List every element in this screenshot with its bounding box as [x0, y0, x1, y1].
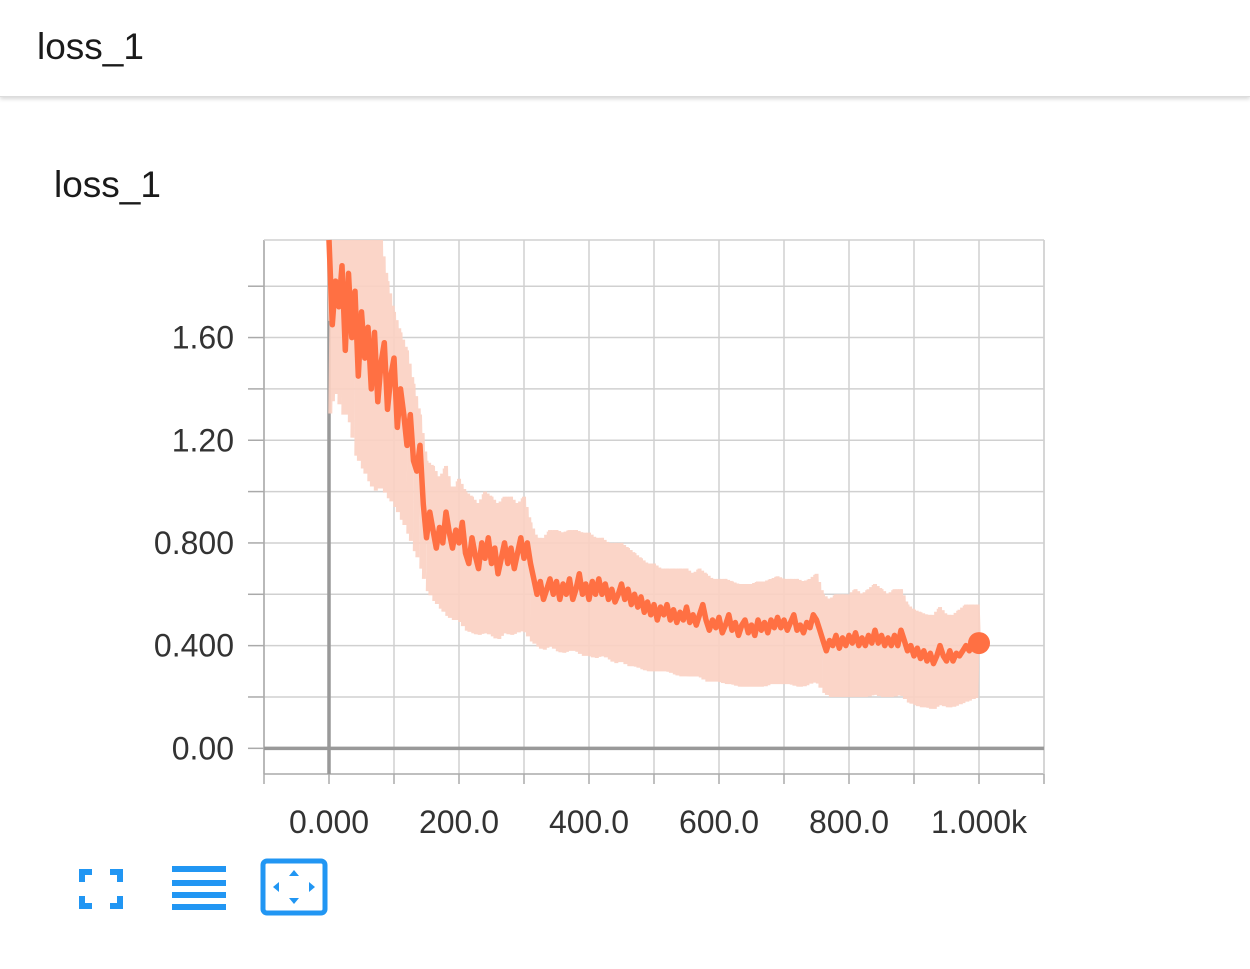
card-title: loss_1	[54, 164, 161, 205]
tick-labels: 0.000 200.0 400.0 600.0 800.0 1.000k 0.00 0.400…	[154, 320, 1028, 840]
section-title: loss_1	[37, 26, 144, 67]
fullscreen-button[interactable]	[76, 866, 126, 917]
log-scale-button[interactable]	[170, 864, 228, 917]
fullscreen-icon	[79, 869, 123, 909]
smoothed-series	[326, 239, 990, 667]
fit-domain-button[interactable]	[260, 858, 328, 923]
smoothed-loss-line	[326, 239, 982, 667]
last-point-marker	[968, 632, 990, 655]
y-tick-label: 0.400	[154, 628, 234, 664]
y-tick-label: 0.800	[154, 525, 234, 561]
x-tick-label: 400.0	[549, 804, 629, 840]
y-tick-label: 0.00	[172, 730, 234, 766]
x-tick-label: 1.000k	[931, 804, 1028, 840]
y-tick-label: 1.60	[172, 320, 234, 356]
fit-domain-icon	[260, 858, 328, 916]
chart-axes	[263, 239, 1045, 775]
loss-chart[interactable]: 0.000 200.0 400.0 600.0 800.0 1.000k 0.00 0.400…	[0, 220, 1250, 850]
x-tick-label: 200.0	[419, 804, 499, 840]
section-header: loss_1	[0, 0, 1250, 97]
x-tick-label: 0.000	[289, 804, 369, 840]
log-scale-icon	[172, 866, 226, 910]
y-tick-label: 1.20	[172, 422, 234, 458]
x-tick-label: 800.0	[809, 804, 889, 840]
x-tick-label: 600.0	[679, 804, 759, 840]
